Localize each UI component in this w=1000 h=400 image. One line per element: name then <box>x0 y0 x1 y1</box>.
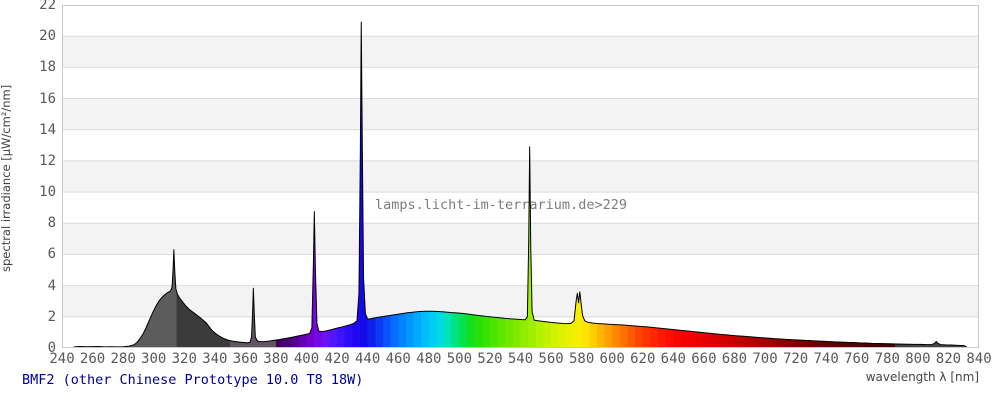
x-tick-label: 840 <box>966 351 992 367</box>
x-tick-label: 500 <box>446 351 473 367</box>
x-tick-label: 480 <box>416 351 442 367</box>
x-tick-label: 280 <box>110 351 136 367</box>
y-tick-label: 4 <box>47 277 56 294</box>
x-tick-label: 460 <box>385 351 411 367</box>
spectrum-curve <box>73 21 968 348</box>
x-tick-label: 540 <box>507 351 534 367</box>
y-tick-label: 10 <box>39 184 56 201</box>
y-tick-label: 18 <box>39 59 56 76</box>
y-tick-label: 12 <box>39 152 56 169</box>
x-tick-label: 660 <box>691 351 717 367</box>
x-tick-label: 780 <box>874 351 900 367</box>
x-tick-label: 360 <box>232 351 259 367</box>
x-tick-label: 760 <box>844 351 870 367</box>
y-axis-label: spectral irradiance [µW/cm²/nm] <box>0 84 13 272</box>
x-tick-label: 240 <box>49 351 75 367</box>
x-tick-label: 720 <box>782 351 809 367</box>
x-tick-label: 820 <box>935 351 962 367</box>
background-bands <box>62 36 979 317</box>
y-tick-label: 16 <box>39 90 56 107</box>
x-tick-label: 380 <box>263 351 289 367</box>
x-tick-label: 420 <box>324 351 350 367</box>
x-tick-label: 800 <box>905 351 931 367</box>
gridlines <box>62 5 979 348</box>
y-tick-label: 8 <box>47 215 56 232</box>
y-tick-label: 22 <box>39 0 56 13</box>
x-tick-label: 560 <box>538 351 564 367</box>
x-tick-label: 640 <box>660 351 686 367</box>
y-tick-label: 2 <box>47 308 56 325</box>
x-tick-label: 620 <box>630 351 656 367</box>
x-tick-label: 580 <box>568 351 595 367</box>
y-tick-label: 20 <box>39 28 56 45</box>
y-tick-label: 14 <box>39 121 56 138</box>
x-tick-label: 260 <box>79 351 106 367</box>
watermark: lamps.licht-im-terrarium.de>229 <box>375 197 627 213</box>
x-tick-label: 740 <box>813 351 839 367</box>
chart-title: BMF2 (other Chinese Prototype 10.0 T8 18… <box>22 372 364 388</box>
plot-area: lamps.licht-im-terrarium.de>229 <box>62 5 979 348</box>
x-tick-label: 300 <box>141 351 167 367</box>
x-tick-label: 680 <box>721 351 748 367</box>
x-tick-label: 520 <box>477 351 503 367</box>
x-tick-label: 400 <box>293 351 320 367</box>
x-tick-label: 440 <box>355 351 381 367</box>
y-tick-label: 6 <box>47 246 56 263</box>
plot-border <box>62 5 979 348</box>
x-tick-label: 340 <box>202 351 228 367</box>
x-tick-label: 600 <box>599 351 625 367</box>
x-tick-label: 320 <box>171 351 197 367</box>
y-tick-label: 0 <box>47 340 56 356</box>
x-axis-label: wavelength λ [nm] <box>865 370 979 384</box>
x-tick-label: 700 <box>752 351 778 367</box>
